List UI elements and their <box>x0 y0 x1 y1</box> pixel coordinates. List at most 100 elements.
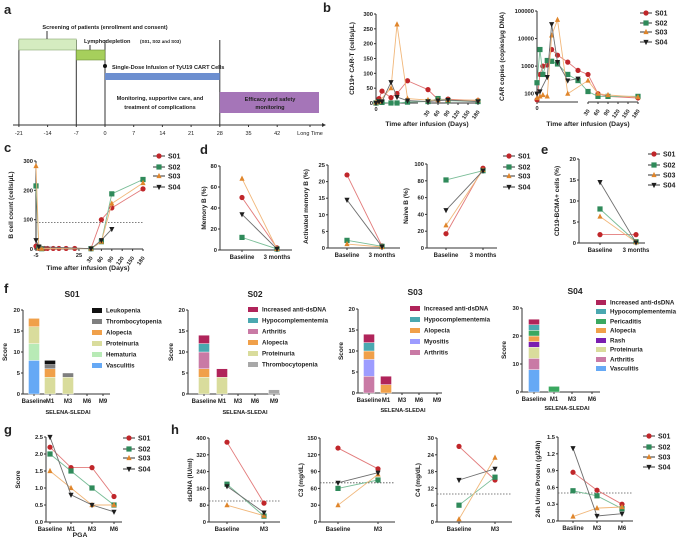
bar-segment-thrombocytopenia <box>268 389 280 395</box>
legend-label: S02 <box>655 21 668 28</box>
bar-segment-arthritis <box>363 376 375 394</box>
x-tick-label: Baseline <box>22 399 47 405</box>
x-tick-label: Baseline <box>38 527 63 533</box>
x-tick-label: 60 <box>433 110 441 119</box>
legend-label: Alopecia <box>610 328 636 335</box>
series-s03 <box>534 16 641 101</box>
x-tick-label: 120 <box>116 256 126 267</box>
legend-swatch <box>410 339 420 344</box>
y-axis-label: C4 (mg/dL) <box>415 463 422 497</box>
legend-swatch <box>248 351 258 356</box>
data-point <box>537 89 543 95</box>
x-tick-label: 0 <box>374 107 377 113</box>
legend-label: Rash <box>610 338 625 345</box>
y-axis-label: Score <box>338 342 345 360</box>
bar-segment-increased-anti-dsdna <box>216 368 228 378</box>
data-point <box>335 502 341 508</box>
bar-segment-vasculitis <box>528 369 540 393</box>
bar-segment-alopecia <box>198 368 210 378</box>
legend-label: S04 <box>658 465 671 472</box>
legend-label: S03 <box>655 30 668 37</box>
data-point <box>47 467 53 474</box>
series-s03 <box>570 503 625 519</box>
data-point <box>140 179 146 186</box>
data-point <box>435 98 441 104</box>
legend-swatch <box>92 330 102 335</box>
y-tick-label: 300 <box>363 12 373 18</box>
legend-label: S03 <box>518 174 531 181</box>
legend-swatch <box>596 309 606 314</box>
panel-f-s03: 0 5 10 15 20 Score Baseline M1 M3 M6 M9 SELENA-SLED… <box>338 287 491 414</box>
data-point <box>379 99 385 105</box>
y-axis-label: 24h Urine Protein (g/24h) <box>535 441 542 518</box>
series-line <box>35 165 144 250</box>
legend-label: Alopecia <box>262 340 288 347</box>
panel-d-act: 0 5 10 15 20 25 Activated memory B (%) Baseline… <box>303 163 400 259</box>
y-axis-label: B cell count (cells/μL) <box>8 171 15 238</box>
data-point <box>492 466 498 472</box>
legend-marker <box>126 466 132 473</box>
data-point <box>388 85 394 91</box>
data-point <box>379 88 385 94</box>
data-point <box>594 513 600 520</box>
bar-segment-pericaditis <box>528 330 540 337</box>
x-tick-label: M3 <box>234 399 243 405</box>
legend-swatch <box>410 350 420 355</box>
data-point <box>344 240 350 247</box>
legend-label: Thrombocytopenia <box>262 362 318 369</box>
data-point <box>443 208 449 214</box>
y-tick-label: 0.0 <box>547 519 555 525</box>
y-tick-label: 0 <box>370 101 373 107</box>
y-tick-label: 12 <box>428 486 434 492</box>
data-point <box>68 468 74 474</box>
x-axis-label: Time after infusion (Days) <box>46 265 129 272</box>
legend-label: S03 <box>663 173 676 180</box>
panel-h-c4: 0 6 12 18 24 30 C4 (mg/dL) Baseline M3 <box>415 436 512 533</box>
x-axis-label: SELENA-SLEDAI <box>45 410 91 416</box>
y-tick-label: 300 <box>23 159 33 165</box>
legend-marker <box>156 153 162 159</box>
y-tick-label: 60 <box>211 185 217 191</box>
series-line <box>346 243 383 248</box>
bar-segment-alopecia <box>28 318 40 327</box>
data-point <box>394 21 400 27</box>
series-s01 <box>344 172 385 249</box>
x-tick-label: 150 <box>461 110 471 121</box>
legend-label: S04 <box>663 183 676 190</box>
x-tick-label: Baseline <box>215 527 240 533</box>
data-point <box>239 212 245 218</box>
series-line <box>49 446 115 497</box>
data-point <box>443 222 449 228</box>
x-tick-label: 120 <box>611 109 621 120</box>
lymphodepletion-note: (S01, S02 and S03) <box>140 39 181 44</box>
legend-marker <box>651 162 657 168</box>
data-point <box>89 502 95 509</box>
x-tick-label: M3 <box>398 398 407 404</box>
y-tick-label: 100000 <box>515 9 534 15</box>
legend-label: S01 <box>663 152 676 159</box>
x-axis-label: Time after infusion (Days) <box>546 121 629 128</box>
bar-segment-rash <box>528 341 540 348</box>
data-point <box>388 100 394 106</box>
chart-title: S04 <box>567 286 582 296</box>
legend-marker <box>643 28 649 35</box>
x-tick-label: Baseline <box>588 248 613 254</box>
data-point <box>379 244 385 250</box>
data-point <box>544 75 550 81</box>
series-s03 <box>443 166 486 228</box>
x-tick-label: 0 <box>535 106 538 112</box>
chart-title: S02 <box>247 289 262 299</box>
panel-e: 0 5 10 15 20 CD19-BCMA+ cells (%) Baseline 3 mo… <box>554 151 676 254</box>
x-tick-label: Baseline <box>335 253 360 259</box>
data-point <box>456 443 462 449</box>
timeline-panel: -21 -14 -7 0 7 14 21 28 35 42 Long Time Screening o… <box>13 25 326 137</box>
data-point <box>335 480 341 486</box>
data-point <box>33 183 39 189</box>
series-line <box>226 485 265 513</box>
series-s03 <box>456 454 498 522</box>
series-line <box>35 179 144 250</box>
y-tick-label: 0.9 <box>547 469 556 475</box>
panel-b-copies: 100 1000 10000 100000 CAR copies (copies/μg … <box>499 9 668 128</box>
data-point <box>570 488 576 494</box>
series-s04 <box>335 470 381 486</box>
